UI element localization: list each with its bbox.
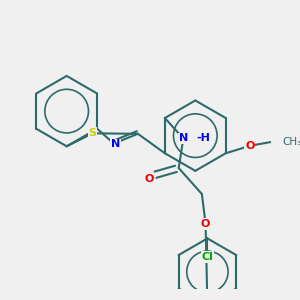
Text: CH₃: CH₃ <box>282 137 300 147</box>
Text: -H: -H <box>196 134 210 143</box>
Text: O: O <box>201 219 210 229</box>
Text: Cl: Cl <box>202 252 213 262</box>
Text: N: N <box>111 140 120 149</box>
Text: O: O <box>245 141 254 151</box>
Text: N: N <box>179 134 188 143</box>
Text: O: O <box>144 174 154 184</box>
Text: S: S <box>88 128 97 138</box>
